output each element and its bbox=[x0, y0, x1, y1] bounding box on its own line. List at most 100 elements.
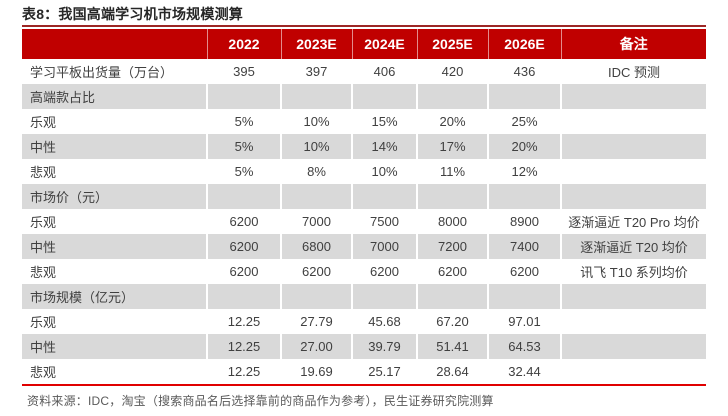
table-row: 悲观 12.25 19.69 25.17 28.64 32.44 bbox=[22, 359, 706, 384]
row-label-cell: 中性 bbox=[22, 134, 207, 159]
table-row: 中性 12.25 27.00 39.79 51.41 64.53 bbox=[22, 334, 706, 359]
value-cell: 67.20 bbox=[416, 309, 488, 334]
value-cell: 8000 bbox=[416, 209, 488, 234]
table-row: 乐观 12.25 27.79 45.68 67.20 97.01 bbox=[22, 309, 706, 334]
note-cell bbox=[560, 109, 706, 134]
section-row: 高端款占比 bbox=[22, 84, 706, 109]
value-cell: 27.00 bbox=[280, 334, 352, 359]
section-row: 市场价（元） bbox=[22, 184, 706, 209]
note-cell: IDC 预测 bbox=[560, 59, 706, 84]
value-cell: 15% bbox=[351, 109, 417, 134]
value-cell: 7500 bbox=[351, 209, 417, 234]
value-cell bbox=[280, 184, 352, 209]
table-row: 中性 6200 6800 7000 7200 7400 逐渐逼近 T20 均价 bbox=[22, 234, 706, 259]
value-cell: 39.79 bbox=[351, 334, 417, 359]
value-cell bbox=[487, 284, 561, 309]
value-cell: 6800 bbox=[280, 234, 352, 259]
value-cell: 6200 bbox=[416, 259, 488, 284]
row-label-cell: 悲观 bbox=[30, 165, 57, 180]
row-label-cell: 高端款占比 bbox=[22, 84, 207, 109]
value-cell bbox=[206, 84, 281, 109]
value-cell: 7400 bbox=[487, 234, 561, 259]
value-cell bbox=[351, 184, 417, 209]
section-row: 市场规模（亿元） bbox=[22, 284, 706, 309]
value-cell: 5% bbox=[206, 134, 281, 159]
row-label-cell: 乐观 bbox=[30, 215, 57, 230]
note-cell bbox=[560, 84, 706, 109]
value-cell: 27.79 bbox=[280, 309, 352, 334]
value-cell: 11% bbox=[416, 159, 488, 184]
table-row: 乐观 5% 10% 15% 20% 25% bbox=[22, 109, 706, 134]
row-label-cell: 中性 bbox=[22, 334, 207, 359]
value-cell: 7000 bbox=[351, 234, 417, 259]
value-cell: 5% bbox=[206, 159, 281, 184]
value-cell: 6200 bbox=[206, 209, 281, 234]
note-cell bbox=[560, 134, 706, 159]
row-label-cell: 市场价（元） bbox=[22, 184, 207, 209]
header-cell-2026E: 2026E bbox=[487, 29, 561, 59]
value-cell: 12.25 bbox=[206, 359, 281, 384]
note-cell bbox=[560, 359, 706, 384]
value-cell: 32.44 bbox=[487, 359, 561, 384]
source-note: 资料来源：IDC，淘宝（搜索商品名后选择靠前的商品作为参考），民生证券研究院测算 bbox=[27, 394, 494, 408]
header-cell-2023E: 2023E bbox=[280, 29, 352, 59]
row-label-cell: 学习平板出货量（万台） bbox=[30, 65, 174, 80]
value-cell bbox=[206, 184, 281, 209]
value-cell bbox=[416, 84, 488, 109]
value-cell bbox=[280, 284, 352, 309]
row-label-cell: 悲观 bbox=[30, 265, 57, 280]
value-cell bbox=[351, 84, 417, 109]
value-cell: 45.68 bbox=[351, 309, 417, 334]
value-cell: 6200 bbox=[206, 234, 281, 259]
note-cell: 逐渐逼近 T20 均价 bbox=[560, 234, 706, 259]
value-cell: 406 bbox=[351, 59, 417, 84]
value-cell: 395 bbox=[206, 59, 281, 84]
value-cell: 6200 bbox=[487, 259, 561, 284]
header-cell-2024E: 2024E bbox=[351, 29, 417, 59]
table-title: 表8：我国高端学习机市场规模测算 bbox=[22, 6, 243, 22]
value-cell bbox=[351, 284, 417, 309]
row-label-cell: 市场规模（亿元） bbox=[22, 284, 207, 309]
title-underline bbox=[22, 25, 706, 27]
value-cell bbox=[487, 184, 561, 209]
value-cell: 7200 bbox=[416, 234, 488, 259]
value-cell: 8900 bbox=[487, 209, 561, 234]
header-cell-备注: 备注 bbox=[560, 29, 706, 59]
value-cell: 397 bbox=[280, 59, 352, 84]
value-cell: 12.25 bbox=[206, 309, 281, 334]
value-cell: 17% bbox=[416, 134, 488, 159]
value-cell: 10% bbox=[280, 109, 352, 134]
value-cell: 12.25 bbox=[206, 334, 281, 359]
value-cell: 51.41 bbox=[416, 334, 488, 359]
table-row: 中性 5% 10% 14% 17% 20% bbox=[22, 134, 706, 159]
value-cell: 64.53 bbox=[487, 334, 561, 359]
note-cell bbox=[560, 159, 706, 184]
note-cell bbox=[560, 309, 706, 334]
table-row: 乐观 6200 7000 7500 8000 8900 逐渐逼近 T20 Pro 均价 bbox=[22, 209, 706, 234]
value-cell: 10% bbox=[351, 159, 417, 184]
value-cell: 25.17 bbox=[351, 359, 417, 384]
header-cell-2022: 2022 bbox=[206, 29, 281, 59]
value-cell bbox=[487, 84, 561, 109]
note-cell bbox=[560, 334, 706, 359]
value-cell bbox=[280, 84, 352, 109]
value-cell: 436 bbox=[487, 59, 561, 84]
value-cell: 6200 bbox=[351, 259, 417, 284]
value-cell: 7000 bbox=[280, 209, 352, 234]
value-cell bbox=[416, 184, 488, 209]
row-label-cell: 中性 bbox=[22, 234, 207, 259]
table-row: 悲观 6200 6200 6200 6200 6200 讯飞 T10 系列均价 bbox=[22, 259, 706, 284]
value-cell: 97.01 bbox=[487, 309, 561, 334]
row-label-cell: 悲观 bbox=[30, 365, 57, 380]
note-cell bbox=[560, 184, 706, 209]
table-bottom-rule bbox=[22, 384, 706, 386]
value-cell bbox=[206, 284, 281, 309]
value-cell: 12% bbox=[487, 159, 561, 184]
note-cell: 逐渐逼近 T20 Pro 均价 bbox=[560, 209, 706, 234]
value-cell: 420 bbox=[416, 59, 488, 84]
value-cell: 8% bbox=[280, 159, 352, 184]
header-cell-2025E: 2025E bbox=[416, 29, 488, 59]
header-cell-label bbox=[22, 29, 207, 59]
table-header-row: 2022 2023E 2024E 2025E 2026E 备注 bbox=[22, 29, 706, 59]
